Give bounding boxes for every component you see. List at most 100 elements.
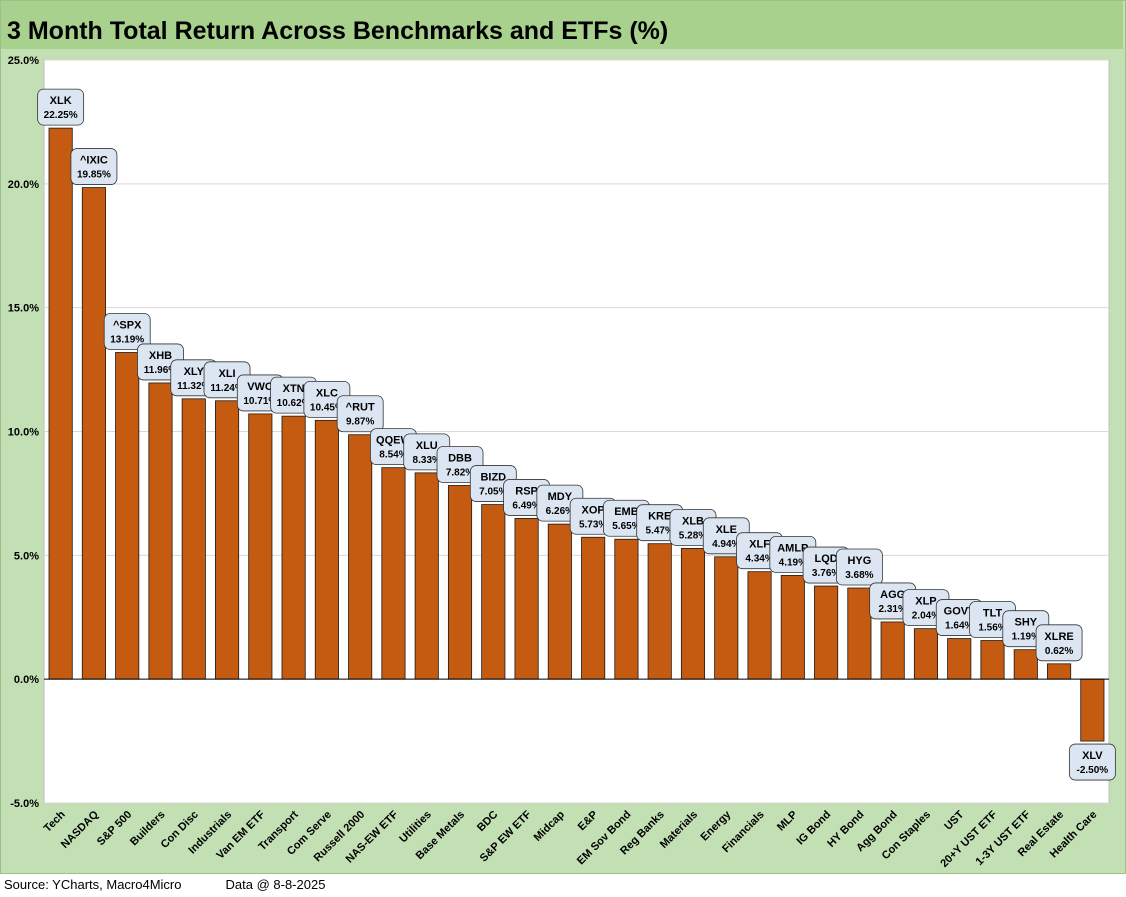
data-label-value: 8.54% bbox=[379, 450, 407, 461]
data-label-value: 13.19% bbox=[110, 334, 144, 345]
bar-xop bbox=[581, 536, 606, 680]
data-label-value: 3.68% bbox=[845, 570, 873, 581]
data-label-ticker: XOP bbox=[582, 504, 605, 516]
data-label-ticker: XLK bbox=[50, 95, 72, 107]
data-label-box bbox=[1035, 624, 1083, 662]
data-label-value: 5.47% bbox=[646, 526, 674, 537]
source-note: Source: YCharts, Macro4Micro bbox=[4, 877, 182, 892]
bar-xlp bbox=[913, 628, 939, 680]
bar-mdy bbox=[547, 523, 572, 680]
data-label-value: 8.33% bbox=[413, 455, 441, 466]
data-label-value: 1.64% bbox=[945, 621, 973, 632]
y-tick-label: -5.0% bbox=[10, 798, 39, 810]
data-label-value: 4.19% bbox=[779, 557, 807, 568]
data-label-value: 10.45% bbox=[310, 402, 344, 413]
data-label-box bbox=[835, 548, 883, 586]
data-label-ticker: ^IXIC bbox=[80, 155, 108, 167]
y-tick-label: 5.0% bbox=[14, 550, 39, 562]
footer: Source: YCharts, Macro4Micro Data @ 8-8-2… bbox=[4, 877, 325, 892]
data-label-ticker: KRE bbox=[648, 511, 671, 523]
data-label-value: 3.76% bbox=[812, 568, 840, 579]
bar-kre bbox=[647, 543, 672, 680]
bar-bizd bbox=[481, 504, 506, 680]
bar-xle bbox=[714, 556, 739, 680]
data-label-value: 6.26% bbox=[546, 506, 574, 517]
data-label-value: 11.24% bbox=[210, 383, 243, 394]
bar-xly bbox=[181, 398, 206, 680]
data-label-ticker: XLC bbox=[316, 387, 338, 399]
data-label-ticker: XLF bbox=[749, 539, 770, 551]
data-label-value: 2.04% bbox=[912, 611, 940, 622]
data-label-value: 2.31% bbox=[878, 604, 906, 615]
y-tick-label: 25.0% bbox=[8, 55, 39, 67]
data-label-ticker: XTN bbox=[283, 383, 305, 395]
bar-xlb bbox=[680, 547, 706, 680]
bar-rsp bbox=[514, 518, 539, 680]
data-label-ticker: XLV bbox=[1082, 750, 1103, 762]
bar-chart: -5.0% 0.0% 5.0% 10.0% 15.0% 20.0% 25.0% XLK 22.… bbox=[8, 55, 1116, 870]
data-label-ticker: SHY bbox=[1014, 617, 1037, 629]
bar-amlp bbox=[780, 574, 805, 680]
data-label-ticker: XLU bbox=[416, 440, 438, 452]
bar-dbb bbox=[447, 485, 473, 680]
x-tick-label: BDC bbox=[475, 809, 500, 834]
bars bbox=[48, 127, 1105, 742]
bar-xlv bbox=[1080, 678, 1105, 742]
data-label-value: 4.94% bbox=[712, 539, 740, 550]
data-label-ticker: EMB bbox=[614, 506, 639, 518]
data-label-ticker: GOVT bbox=[944, 606, 975, 618]
bar-xhb bbox=[148, 382, 173, 680]
x-tick-label: Midcap bbox=[532, 808, 567, 843]
data-label-value: 6.49% bbox=[512, 500, 540, 511]
bar-spx bbox=[115, 352, 140, 680]
bar-hyg bbox=[847, 587, 872, 680]
data-label-value: -2.50% bbox=[1077, 765, 1109, 776]
y-tick-label: 15.0% bbox=[8, 303, 39, 315]
data-label-ticker: HYG bbox=[847, 555, 871, 567]
data-label: XLK 22.25% bbox=[37, 88, 85, 126]
data-date-note: Data @ 8-8-2025 bbox=[225, 877, 326, 892]
data-label-box bbox=[1068, 743, 1116, 781]
data-label-value: 1.19% bbox=[1012, 632, 1040, 643]
x-tick-label: Tech bbox=[42, 808, 68, 834]
data-label-box bbox=[70, 148, 118, 185]
data-label-value: 19.85% bbox=[77, 170, 111, 181]
data-label-ticker: XLE bbox=[716, 524, 737, 536]
data-label: ^SPX 13.19% bbox=[103, 313, 151, 350]
bar-xli bbox=[214, 400, 240, 680]
bar-xlk bbox=[48, 127, 73, 680]
data-label-value: 22.25% bbox=[44, 110, 78, 121]
data-label-box bbox=[37, 88, 85, 126]
chart-title: 3 Month Total Return Across Benchmarks a… bbox=[7, 17, 669, 45]
y-tick-label: 10.0% bbox=[8, 427, 39, 439]
data-label-value: 7.82% bbox=[446, 467, 474, 478]
data-label-value: 9.87% bbox=[346, 417, 374, 428]
bar-govt bbox=[947, 638, 972, 680]
data-label-ticker: XLB bbox=[682, 515, 704, 527]
bar-shy bbox=[1013, 649, 1038, 680]
data-label-box bbox=[336, 395, 384, 433]
data-label-ticker: XLY bbox=[184, 366, 205, 378]
bar-vwo bbox=[248, 413, 273, 680]
bar-xlc bbox=[314, 419, 339, 680]
data-label-ticker: XHB bbox=[149, 350, 172, 362]
data-label: ^RUT 9.87% bbox=[336, 395, 384, 433]
data-label-ticker: LQD bbox=[814, 553, 837, 565]
bar-qqew bbox=[381, 467, 406, 680]
bar-xlu bbox=[414, 472, 439, 680]
y-tick-label: 0.0% bbox=[14, 674, 39, 686]
x-tick-label: UST bbox=[942, 808, 966, 832]
data-label-ticker: ^RUT bbox=[346, 402, 375, 414]
bar-xlre bbox=[1047, 663, 1072, 680]
bar-tlt bbox=[980, 640, 1005, 680]
data-label-ticker: XLRE bbox=[1044, 631, 1073, 643]
data-label-value: 11.96% bbox=[144, 365, 177, 376]
data-label-ticker: XLP bbox=[915, 596, 936, 608]
data-label-value: 0.62% bbox=[1045, 646, 1073, 657]
data-label-value: 5.73% bbox=[579, 519, 607, 530]
data-label-ticker: MDY bbox=[548, 491, 573, 503]
data-label: ^IXIC 19.85% bbox=[70, 148, 118, 185]
data-label-value: 10.71% bbox=[243, 396, 277, 407]
data-label: HYG 3.68% bbox=[835, 548, 883, 586]
data-label-ticker: AMLP bbox=[777, 542, 808, 554]
